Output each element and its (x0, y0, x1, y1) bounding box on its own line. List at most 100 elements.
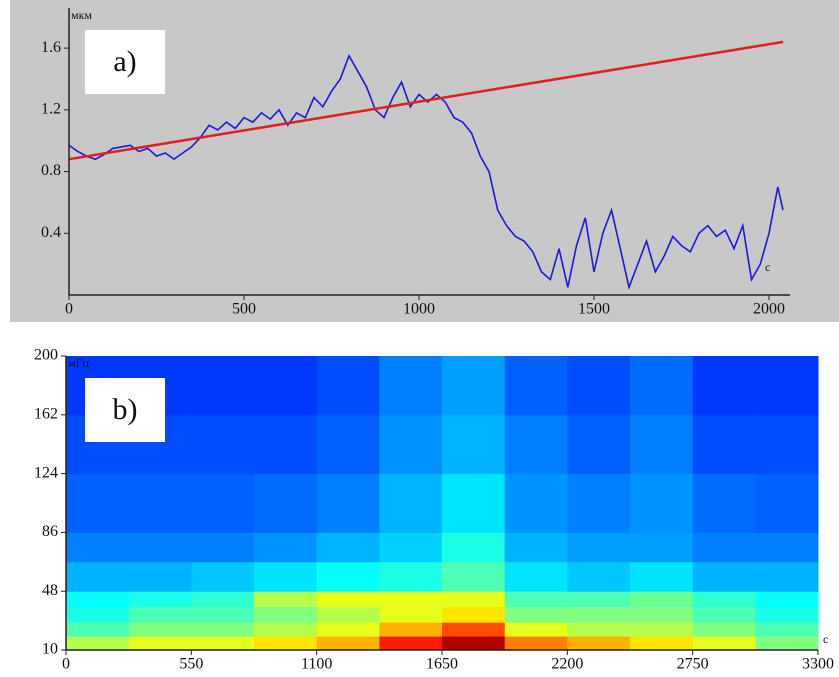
heat-cell (379, 591, 443, 608)
y-tick-label: 1.6 (41, 39, 61, 56)
heat-cell (254, 622, 318, 637)
x-tick-label: 500 (232, 301, 256, 318)
heat-cell (254, 473, 318, 533)
y-tick-label: 86 (42, 523, 58, 540)
heat-cell (128, 636, 192, 651)
heat-cell (316, 414, 380, 475)
heat-cell (692, 591, 756, 608)
heat-cell (504, 622, 568, 637)
heat-cell (191, 606, 255, 623)
data-line (68, 40, 784, 161)
heat-cell (66, 591, 130, 608)
heat-cell (692, 636, 756, 651)
heat-cell (66, 622, 130, 637)
heat-cell (755, 561, 819, 592)
heat-cell (630, 591, 694, 608)
panel-label: a) (113, 45, 136, 78)
heat-cell (755, 473, 819, 533)
y-axis-label: мкм (71, 8, 92, 22)
heat-cell (316, 561, 380, 592)
heat-cell (191, 591, 255, 608)
x-tick-label: 0 (62, 656, 70, 673)
heat-cell (66, 606, 130, 623)
heat-cell (567, 532, 631, 563)
heat-cell (379, 561, 443, 592)
y-tick-label: 0.4 (41, 224, 61, 241)
heat-cell (567, 561, 631, 592)
heat-cell (567, 356, 631, 416)
heat-cell (254, 532, 318, 563)
y-axis-label: мГц (68, 356, 90, 370)
heat-cell (128, 606, 192, 623)
heat-cell (630, 356, 694, 416)
heat-cell (254, 636, 318, 651)
heat-cell (630, 473, 694, 533)
heat-cell (316, 473, 380, 533)
heat-cell (379, 606, 443, 623)
y-tick-label: 124 (34, 464, 58, 481)
heat-cell (66, 636, 130, 651)
y-tick-label: 1.2 (41, 101, 61, 118)
heat-cell (630, 622, 694, 637)
heat-cell (191, 532, 255, 563)
heat-cell (567, 473, 631, 533)
heat-cell (692, 606, 756, 623)
x-tick-label: 1000 (403, 301, 435, 318)
heat-cell (128, 561, 192, 592)
heat-cell (630, 561, 694, 592)
heat-cell (755, 414, 819, 475)
heat-cell (755, 636, 819, 651)
x-tick-label: 3300 (802, 656, 834, 673)
y-tick-label: 0.8 (41, 162, 61, 179)
heat-cell (755, 606, 819, 623)
heat-cell (442, 532, 506, 563)
heat-cell (442, 636, 506, 651)
heat-cell (316, 622, 380, 637)
heat-cell (630, 414, 694, 475)
heat-cell (630, 606, 694, 623)
y-tick-label: 10 (42, 641, 58, 658)
heat-cell (442, 473, 506, 533)
heat-cell (254, 591, 318, 608)
heat-cell (254, 414, 318, 475)
heat-cell (379, 622, 443, 637)
heat-cell (504, 561, 568, 592)
x-tick-label: 0 (65, 301, 73, 318)
heat-cell (66, 473, 130, 533)
heat-cell (442, 606, 506, 623)
heat-cell (66, 561, 130, 592)
heat-cell (191, 636, 255, 651)
heat-cell (442, 356, 506, 416)
x-axis-label: с (823, 632, 828, 646)
heat-cell (567, 622, 631, 637)
x-tick-label: 2750 (677, 656, 709, 673)
heat-cell (191, 561, 255, 592)
x-tick-label: 1100 (301, 656, 332, 673)
heat-cell (254, 606, 318, 623)
heat-cell (316, 532, 380, 563)
heat-cell (504, 532, 568, 563)
heat-cell (316, 636, 380, 651)
x-tick-label: 1650 (426, 656, 458, 673)
heat-cell (755, 356, 819, 416)
heat-cell (254, 561, 318, 592)
heat-cell (504, 356, 568, 416)
heat-cell (442, 561, 506, 592)
heat-cell (442, 591, 506, 608)
heat-cell (630, 532, 694, 563)
heat-cell (567, 591, 631, 608)
heat-cell (254, 356, 318, 416)
heat-cell (692, 622, 756, 637)
y-tick-label: 162 (34, 405, 58, 422)
heat-cell (504, 606, 568, 623)
data-line (68, 53, 784, 291)
x-tick-label: 550 (179, 656, 203, 673)
heat-cell (692, 561, 756, 592)
heat-cell (504, 473, 568, 533)
heat-cell (755, 622, 819, 637)
x-tick-label: 2200 (551, 656, 583, 673)
heat-cell (567, 636, 631, 651)
heat-cell (128, 622, 192, 637)
heat-cell (504, 414, 568, 475)
heat-cell (128, 532, 192, 563)
